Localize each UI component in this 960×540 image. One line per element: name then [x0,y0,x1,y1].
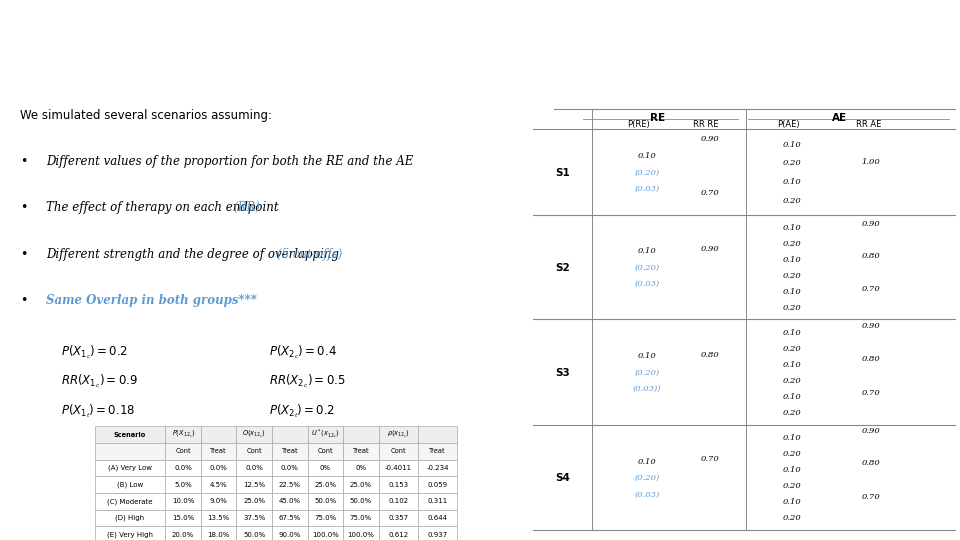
Text: •: • [20,247,27,260]
Text: (0.20): (0.20) [635,369,660,377]
Text: 0.20: 0.20 [783,514,802,522]
Text: 0.10: 0.10 [783,329,802,337]
Text: 0.70: 0.70 [861,389,880,397]
Text: 0.20: 0.20 [783,159,802,167]
Text: We simulated several scenarios assuming:: We simulated several scenarios assuming: [20,109,272,122]
Text: 0.90: 0.90 [861,220,880,228]
Text: (RR): (RR) [234,201,261,214]
Text: Same Overlap in both groups***: Same Overlap in both groups*** [46,294,256,307]
Text: •: • [20,294,27,307]
Text: $RR(X_{1_c}) = 0.9$: $RR(X_{1_c}) = 0.9$ [61,373,138,390]
Text: RE: RE [650,113,665,124]
Text: (0.03)): (0.03)) [633,385,661,393]
Text: (0.20): (0.20) [635,264,660,272]
Text: 0.20: 0.20 [783,272,802,280]
Text: S2: S2 [555,263,569,273]
Text: (5 cut-offs): (5 cut-offs) [277,247,343,260]
Text: 0.20: 0.20 [783,409,802,417]
Text: RR RE: RR RE [693,120,719,129]
Text: 0.10: 0.10 [783,141,802,148]
Text: The effect of therapy on each endpoint: The effect of therapy on each endpoint [46,201,282,214]
Text: (0.03): (0.03) [635,280,660,288]
Text: 0.10: 0.10 [637,353,657,360]
Text: S1: S1 [555,168,569,178]
Text: $P(X_{2_c}) = 0.4$: $P(X_{2_c}) = 0.4$ [269,343,337,361]
Text: 0.80: 0.80 [861,252,880,260]
Text: $P(X_{1_c}) = 0.2$: $P(X_{1_c}) = 0.2$ [61,343,129,361]
Text: Different values of the proportion for both the RE and the AE: Different values of the proportion for b… [46,156,413,168]
Text: $RR(X_{2_c}) = 0.5$: $RR(X_{2_c}) = 0.5$ [269,373,346,390]
Text: (0.03): (0.03) [635,185,660,193]
Text: 0.20: 0.20 [783,482,802,490]
Text: 0.10: 0.10 [637,247,657,255]
Text: 0.20: 0.20 [783,240,802,248]
Text: 0.70: 0.70 [701,455,720,463]
Text: 0.70: 0.70 [861,493,880,501]
Text: 0.90: 0.90 [861,427,880,435]
Text: 0.10: 0.10 [783,256,802,264]
Text: 0.80: 0.80 [861,460,880,467]
Text: 0.10: 0.10 [783,498,802,506]
Text: 0.20: 0.20 [783,197,802,205]
Text: $P(X_{1_t}) = 0.18$: $P(X_{1_t}) = 0.18$ [61,402,135,420]
Text: Numerical Examples: Numerical Examples [29,35,428,72]
Text: 0.10: 0.10 [783,393,802,401]
Text: 0.80: 0.80 [861,355,880,363]
Text: P(RE): P(RE) [627,120,650,129]
Text: RR AE: RR AE [856,120,881,129]
Text: S4: S4 [555,473,570,483]
Text: 0.20: 0.20 [783,377,802,385]
Text: 0.70: 0.70 [861,285,880,293]
Text: 0.90: 0.90 [701,136,720,143]
Text: •: • [20,201,27,214]
Text: 0.10: 0.10 [783,178,802,186]
Text: 0.20: 0.20 [783,450,802,458]
Text: 0.90: 0.90 [701,246,720,253]
Text: S3: S3 [555,368,569,378]
Text: 1.00: 1.00 [861,158,880,166]
Text: $P(X_{2_t}) = 0.2$: $P(X_{2_t}) = 0.2$ [269,402,335,420]
Text: (0.20): (0.20) [635,169,660,177]
Text: 0.10: 0.10 [783,434,802,442]
Text: 0.10: 0.10 [783,361,802,369]
Text: (0.03): (0.03) [635,491,660,498]
Text: 0.10: 0.10 [783,466,802,474]
Text: 0.90: 0.90 [861,322,880,330]
Text: 0.10: 0.10 [783,288,802,296]
Text: (0.20): (0.20) [635,474,660,482]
Text: 0.70: 0.70 [701,190,720,197]
Text: P(AE): P(AE) [777,120,800,129]
Text: 0.10: 0.10 [637,152,657,160]
Text: 0.20: 0.20 [783,303,802,312]
Text: 0.10: 0.10 [637,458,657,466]
Text: 0.10: 0.10 [783,224,802,232]
Text: 0.80: 0.80 [701,352,720,359]
Text: AE: AE [831,113,847,124]
Text: Different strength and the degree of overlapping: Different strength and the degree of ove… [46,247,343,260]
Text: •: • [20,156,27,168]
Text: 0.20: 0.20 [783,345,802,353]
